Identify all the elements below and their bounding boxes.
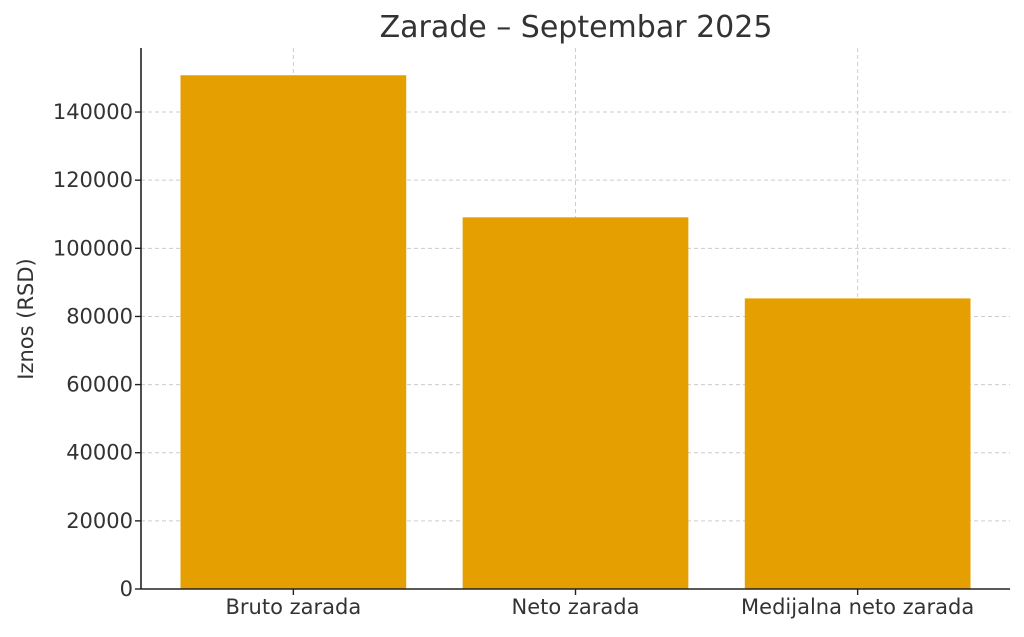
y-tick-label: 80000 [66,304,133,328]
x-tick-label: Bruto zarada [226,595,362,619]
y-axis-label: Iznos (RSD) [14,258,38,379]
x-tick-label: Neto zarada [512,595,640,619]
y-tick-label: 100000 [53,236,133,260]
y-tick-label: 0 [120,577,133,601]
y-tick-label: 60000 [66,373,133,397]
x-tick-label: Medijalna neto zarada [741,595,974,619]
y-tick-label: 40000 [66,441,133,465]
bar-2 [462,217,689,590]
chart-title: Zarade – Septembar 2025 [380,10,773,45]
ticks: 0 20000 40000 60000 80000 100000 120000 140000 B… [53,100,974,619]
bars [180,75,971,590]
y-tick-label: 20000 [66,509,133,533]
y-tick-label: 140000 [53,100,133,124]
y-tick-label: 120000 [53,168,133,192]
bar-3 [744,298,971,589]
bar-1 [180,75,407,590]
